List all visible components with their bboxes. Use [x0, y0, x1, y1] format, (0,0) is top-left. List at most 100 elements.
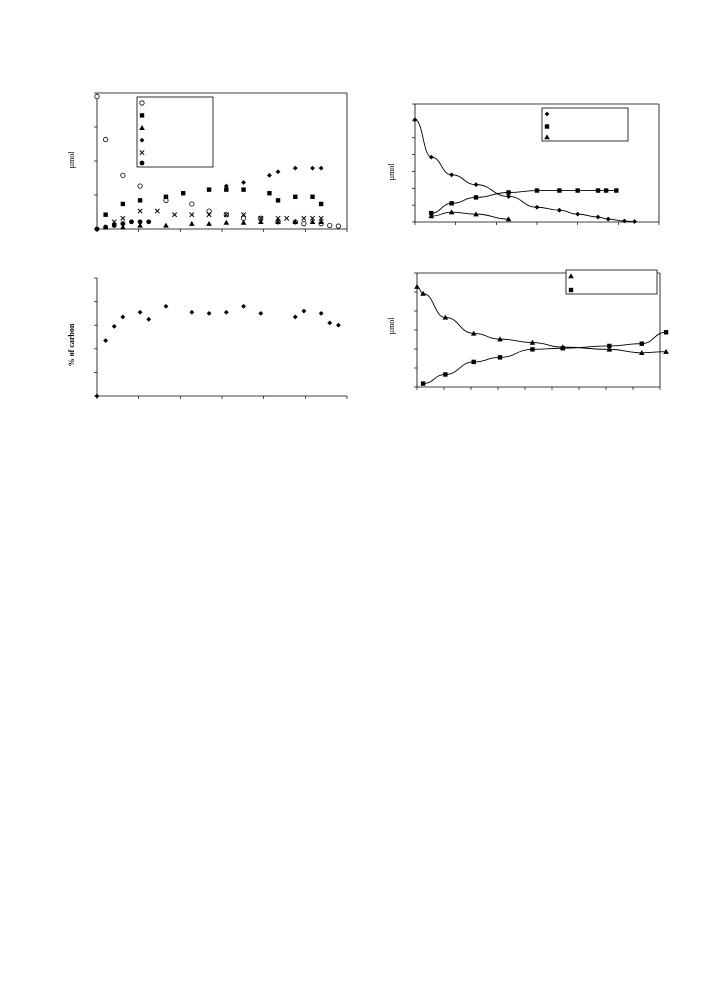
data-point — [595, 214, 601, 220]
data-point — [310, 165, 315, 171]
data-point — [575, 211, 581, 217]
data-point — [557, 188, 562, 193]
data-point — [506, 194, 511, 199]
data-point — [163, 222, 169, 228]
data-point — [111, 323, 117, 329]
data-point — [275, 169, 281, 175]
chart-top-right: µmol — [387, 103, 660, 225]
series-4 — [163, 165, 324, 200]
data-point — [258, 215, 264, 221]
data-point — [223, 309, 229, 315]
legend-box — [565, 269, 658, 295]
data-point — [146, 219, 152, 225]
data-point — [103, 136, 109, 143]
data-point — [206, 220, 212, 226]
legend-marker — [544, 134, 550, 140]
data-point — [284, 215, 290, 221]
data-point — [275, 215, 281, 221]
legend-marker — [139, 150, 145, 156]
data-point — [556, 207, 562, 213]
data-point — [292, 165, 298, 171]
legend — [565, 269, 658, 295]
data-point — [605, 216, 611, 222]
series-6 — [94, 219, 152, 232]
data-point — [154, 208, 160, 214]
data-point — [607, 343, 612, 349]
data-point — [470, 330, 477, 336]
series-2 — [420, 330, 669, 386]
data-point — [120, 221, 126, 227]
data-point — [639, 341, 644, 346]
data-point — [505, 216, 512, 222]
data-point — [595, 188, 601, 193]
data-point — [241, 187, 246, 192]
chart-bottom-right: µmol — [387, 269, 669, 390]
data-point — [275, 198, 281, 203]
data-point — [223, 219, 230, 225]
data-point — [293, 194, 298, 199]
data-point — [309, 219, 316, 225]
legend-marker — [139, 137, 145, 143]
data-point — [189, 201, 195, 207]
data-point — [137, 198, 143, 203]
legend-marker — [139, 125, 145, 130]
data-point — [335, 223, 341, 229]
data-point — [94, 393, 100, 399]
trend-line — [423, 331, 667, 385]
data-point — [506, 190, 511, 195]
data-point — [206, 208, 212, 214]
data-point — [240, 219, 247, 225]
data-point — [241, 180, 246, 185]
data-point — [448, 209, 455, 215]
data-point — [267, 172, 272, 178]
legend — [136, 96, 214, 168]
data-point — [241, 303, 246, 309]
data-point — [663, 330, 669, 335]
data-point — [301, 308, 307, 314]
data-point — [137, 208, 143, 214]
data-point — [103, 224, 109, 230]
data-point — [473, 211, 479, 217]
y-axis-label: µmol — [67, 151, 76, 169]
legend-marker — [139, 113, 145, 118]
data-point — [301, 221, 307, 227]
data-point — [318, 215, 324, 221]
data-point — [163, 194, 169, 200]
data-point — [120, 314, 126, 320]
legend-marker — [139, 160, 145, 166]
data-point — [94, 226, 100, 232]
data-point — [412, 117, 418, 123]
chart-top-left: µmol — [67, 92, 348, 232]
data-point — [137, 309, 143, 315]
legend-box — [541, 107, 629, 142]
data-point — [442, 314, 449, 320]
data-point — [111, 223, 117, 228]
data-point — [471, 359, 476, 365]
data-point — [224, 187, 229, 192]
data-point — [120, 215, 126, 221]
data-point — [180, 190, 186, 196]
data-point — [189, 212, 195, 218]
data-point — [189, 220, 195, 226]
data-point — [529, 339, 536, 345]
data-point — [327, 222, 333, 229]
data-point — [318, 201, 324, 207]
data-point — [310, 194, 315, 199]
trend-line — [431, 190, 617, 214]
data-point — [206, 187, 212, 192]
data-point — [473, 195, 479, 200]
legend-marker — [139, 100, 145, 106]
data-point — [497, 336, 503, 342]
legend-marker — [568, 273, 574, 279]
data-point — [275, 219, 281, 225]
data-point — [603, 188, 609, 193]
data-point — [443, 372, 448, 377]
data-point — [111, 219, 117, 225]
data-point — [428, 213, 435, 219]
trend-line — [431, 211, 509, 220]
data-point — [429, 210, 434, 216]
data-point — [309, 215, 316, 221]
data-point — [103, 212, 108, 217]
data-point — [137, 183, 143, 189]
data-point — [206, 212, 212, 218]
